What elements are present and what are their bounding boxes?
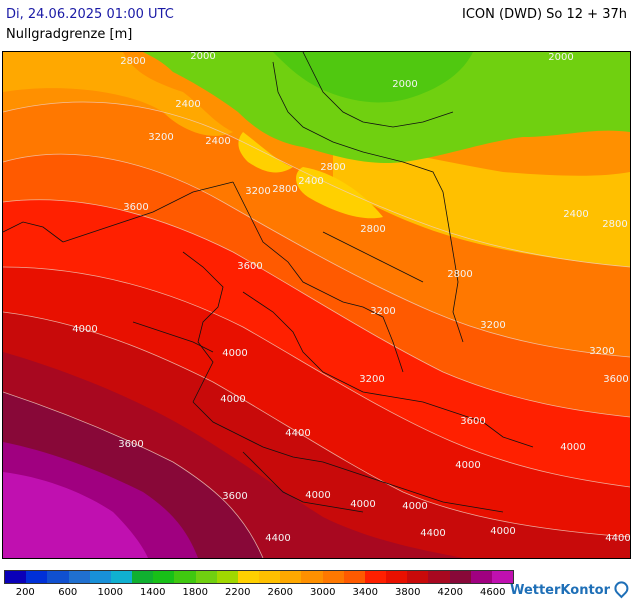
legend-swatch — [216, 571, 238, 583]
contour-label: 3600 — [118, 439, 143, 450]
legend-swatch — [407, 571, 429, 583]
color-scale-legend — [4, 570, 514, 584]
country-borders — [3, 52, 534, 513]
legend-swatch — [5, 571, 27, 583]
field-2000 — [143, 52, 630, 164]
legend-swatch — [153, 571, 175, 583]
contour-label: 2800 — [120, 56, 145, 67]
legend-tick-label: 200 — [15, 587, 35, 598]
contour-label: 3200 — [480, 320, 505, 331]
field-2400-b — [296, 167, 383, 219]
location-pin-icon — [611, 578, 632, 599]
legend-tick-label: 1800 — [182, 587, 208, 598]
contour-label: 4000 — [305, 490, 330, 501]
field-2800 — [3, 52, 233, 136]
contour-label: 3200 — [589, 346, 614, 357]
contour-label: 4400 — [420, 528, 445, 539]
contour-label: 2800 — [360, 224, 385, 235]
legend-swatch — [26, 571, 48, 583]
legend-swatch — [68, 571, 90, 583]
legend-swatch — [364, 571, 387, 583]
legend-swatch — [386, 571, 408, 583]
contour-label: 2800 — [320, 162, 345, 173]
contour-label: 2400 — [205, 136, 230, 147]
contour-label: 4000 — [455, 460, 480, 471]
brand-logo[interactable]: WetterKontor — [510, 578, 632, 599]
contour-label: 4000 — [222, 348, 247, 359]
legend-swatch — [89, 571, 111, 583]
contour-label: 3200 — [148, 132, 173, 143]
contour-label: 3200 — [359, 374, 384, 385]
legend-swatch — [301, 571, 323, 583]
contour-label: 3600 — [237, 261, 262, 272]
contour-label: 2800 — [602, 219, 627, 230]
parameter-label: Nullgradgrenze [m] — [6, 27, 133, 42]
contour-label: 3200 — [245, 186, 270, 197]
legend-tick-label: 4200 — [437, 587, 463, 598]
model-run-label: ICON (DWD) So 12 + 37h — [462, 7, 627, 22]
legend-tick-label: 3800 — [395, 587, 421, 598]
contour-lines — [3, 101, 630, 558]
field-4800 — [3, 472, 148, 558]
legend-swatch — [428, 571, 450, 583]
legend-swatch — [237, 571, 260, 583]
contour-label: 4000 — [350, 499, 375, 510]
contour-label: 4400 — [605, 533, 630, 544]
contour-label: 4000 — [220, 394, 245, 405]
legend-tick-label: 1000 — [97, 587, 123, 598]
legend-swatch — [259, 571, 281, 583]
brand-name: WetterKontor — [510, 583, 610, 598]
contour-label: 3600 — [460, 416, 485, 427]
legend-swatch — [174, 571, 196, 583]
legend-tick-label: 1400 — [140, 587, 166, 598]
contour-label: 2400 — [563, 209, 588, 220]
field-2400 — [238, 132, 293, 173]
contour-label: 4400 — [265, 533, 290, 544]
contour-label: 4000 — [72, 324, 97, 335]
legend-swatch — [470, 571, 492, 583]
legend-tick-label: 2600 — [267, 587, 293, 598]
legend-tick-label: 3400 — [352, 587, 378, 598]
legend-swatch — [195, 571, 217, 583]
contour-label: 2800 — [447, 269, 472, 280]
contour-label: 2400 — [298, 176, 323, 187]
legend-tick-label: 600 — [58, 587, 78, 598]
legend-swatch — [491, 571, 514, 583]
legend-swatch — [322, 571, 344, 583]
field-2600-east — [333, 142, 630, 267]
contour-label: 4000 — [402, 501, 427, 512]
contour-label: 2800 — [272, 184, 297, 195]
contour-label: 3600 — [123, 202, 148, 213]
forecast-date-label: Di, 24.06.2025 01:00 UTC — [6, 7, 174, 22]
contour-label: 3600 — [222, 491, 247, 502]
field-1800 — [273, 52, 473, 103]
contour-label: 4400 — [285, 428, 310, 439]
legend-tick-label: 3000 — [310, 587, 336, 598]
legend-swatch — [47, 571, 69, 583]
legend-tick-label: 2200 — [225, 587, 251, 598]
contour-label: 3600 — [603, 374, 628, 385]
legend-swatch — [110, 571, 133, 583]
legend-swatch — [132, 571, 154, 583]
legend-tick-label: 4600 — [480, 587, 506, 598]
contour-label: 2000 — [392, 79, 417, 90]
contour-label: 4000 — [490, 526, 515, 537]
legend-swatch — [343, 571, 365, 583]
legend-swatch — [280, 571, 302, 583]
contour-label: 2400 — [175, 99, 200, 110]
legend-swatch — [449, 571, 471, 583]
contour-label: 4000 — [560, 442, 585, 453]
freezing-level-map[interactable]: 2000 2800 2400 3200 2400 2000 2000 2800 2400 2800… — [2, 51, 631, 559]
contour-label: 2000 — [190, 52, 215, 62]
legend-tick-labels: 200 600 1000 1400 1800 2200 2600 3000 3400 3800 42… — [4, 587, 514, 599]
contour-label: 2000 — [548, 52, 573, 63]
contour-label: 3200 — [370, 306, 395, 317]
